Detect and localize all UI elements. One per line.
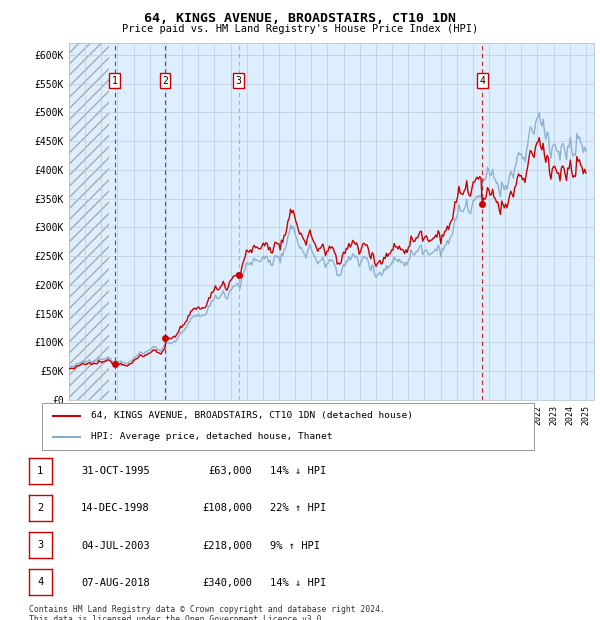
Text: 14-DEC-1998: 14-DEC-1998: [81, 503, 150, 513]
Text: 2: 2: [37, 503, 43, 513]
Point: [160, 333, 170, 343]
Point: [110, 359, 119, 369]
Text: 04-JUL-2003: 04-JUL-2003: [81, 541, 150, 551]
Text: £108,000: £108,000: [202, 503, 252, 513]
Text: HPI: Average price, detached house, Thanet: HPI: Average price, detached house, Than…: [91, 432, 332, 441]
Text: Price paid vs. HM Land Registry's House Price Index (HPI): Price paid vs. HM Land Registry's House …: [122, 24, 478, 33]
Text: 9% ↑ HPI: 9% ↑ HPI: [270, 541, 320, 551]
Point: [478, 200, 487, 210]
Text: 64, KINGS AVENUE, BROADSTAIRS, CT10 1DN: 64, KINGS AVENUE, BROADSTAIRS, CT10 1DN: [144, 12, 456, 25]
Text: 1: 1: [112, 76, 118, 86]
Text: £63,000: £63,000: [208, 466, 252, 476]
Text: 2: 2: [162, 76, 168, 86]
Text: 07-AUG-2018: 07-AUG-2018: [81, 578, 150, 588]
Text: 3: 3: [236, 76, 242, 86]
Text: 4: 4: [479, 76, 485, 86]
Text: 14% ↓ HPI: 14% ↓ HPI: [270, 578, 326, 588]
Text: 31-OCT-1995: 31-OCT-1995: [81, 466, 150, 476]
Text: 14% ↓ HPI: 14% ↓ HPI: [270, 466, 326, 476]
Text: 3: 3: [37, 540, 43, 550]
Point: [234, 270, 244, 280]
Text: 22% ↑ HPI: 22% ↑ HPI: [270, 503, 326, 513]
Text: 64, KINGS AVENUE, BROADSTAIRS, CT10 1DN (detached house): 64, KINGS AVENUE, BROADSTAIRS, CT10 1DN …: [91, 411, 413, 420]
Text: 1: 1: [37, 466, 43, 476]
Text: £218,000: £218,000: [202, 541, 252, 551]
Text: £340,000: £340,000: [202, 578, 252, 588]
Text: Contains HM Land Registry data © Crown copyright and database right 2024.
This d: Contains HM Land Registry data © Crown c…: [29, 604, 385, 620]
Text: 4: 4: [37, 577, 43, 587]
